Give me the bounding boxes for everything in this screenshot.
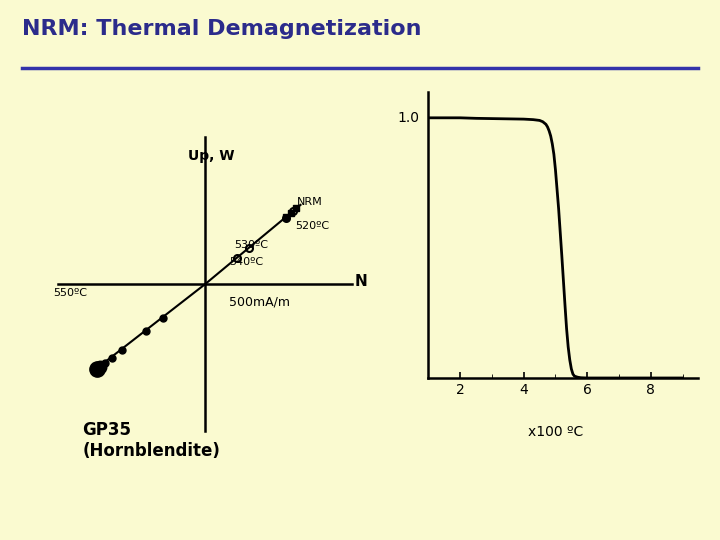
Text: 1.0: 1.0 bbox=[397, 111, 420, 125]
Text: GP35
(Hornblendite): GP35 (Hornblendite) bbox=[83, 421, 220, 460]
Text: NRM: NRM bbox=[297, 197, 323, 207]
Text: NRM: Thermal Demagnetization: NRM: Thermal Demagnetization bbox=[22, 19, 421, 39]
Text: 520ºC: 520ºC bbox=[296, 220, 330, 231]
Text: Up, W: Up, W bbox=[188, 149, 234, 163]
Text: 550ºC: 550ºC bbox=[53, 288, 87, 298]
Text: x100 ºC: x100 ºC bbox=[528, 425, 583, 439]
Text: 530ºC: 530ºC bbox=[235, 240, 269, 250]
Text: 540ºC: 540ºC bbox=[230, 258, 264, 267]
Text: 500mA/m: 500mA/m bbox=[230, 295, 290, 308]
Text: N: N bbox=[355, 274, 368, 289]
